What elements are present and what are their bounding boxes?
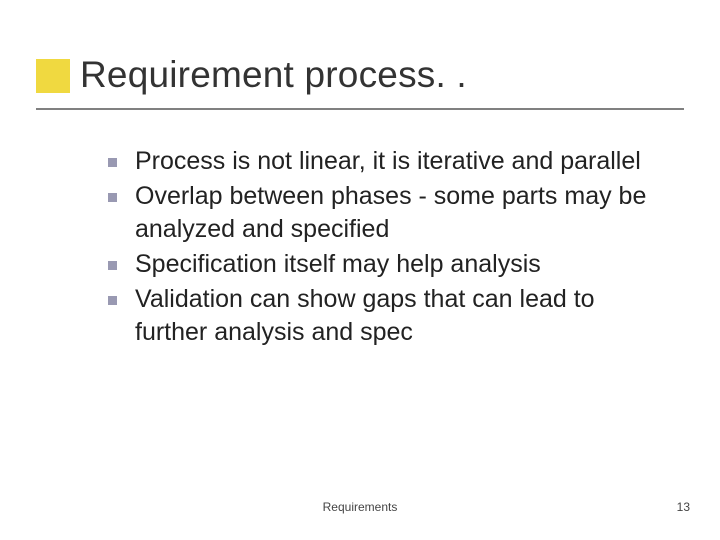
list-item: Process is not linear, it is iterative a… — [108, 145, 668, 178]
bullet-text: Specification itself may help analysis — [135, 248, 668, 281]
bullet-text: Process is not linear, it is iterative a… — [135, 145, 668, 178]
bullet-text: Validation can show gaps that can lead t… — [135, 283, 668, 349]
list-item: Validation can show gaps that can lead t… — [108, 283, 668, 349]
page-number: 13 — [677, 500, 690, 514]
list-item: Overlap between phases - some parts may … — [108, 180, 668, 246]
bullet-text: Overlap between phases - some parts may … — [135, 180, 668, 246]
footer-label: Requirements — [0, 500, 720, 514]
title-underline — [36, 108, 684, 110]
bullet-icon — [108, 158, 117, 167]
list-item: Specification itself may help analysis — [108, 248, 668, 281]
slide: Requirement process. . Process is not li… — [0, 0, 720, 540]
bullet-icon — [108, 261, 117, 270]
accent-square-icon — [36, 59, 70, 93]
slide-title: Requirement process. . — [80, 54, 467, 96]
bullet-icon — [108, 296, 117, 305]
body: Process is not linear, it is iterative a… — [108, 145, 668, 351]
bullet-icon — [108, 193, 117, 202]
